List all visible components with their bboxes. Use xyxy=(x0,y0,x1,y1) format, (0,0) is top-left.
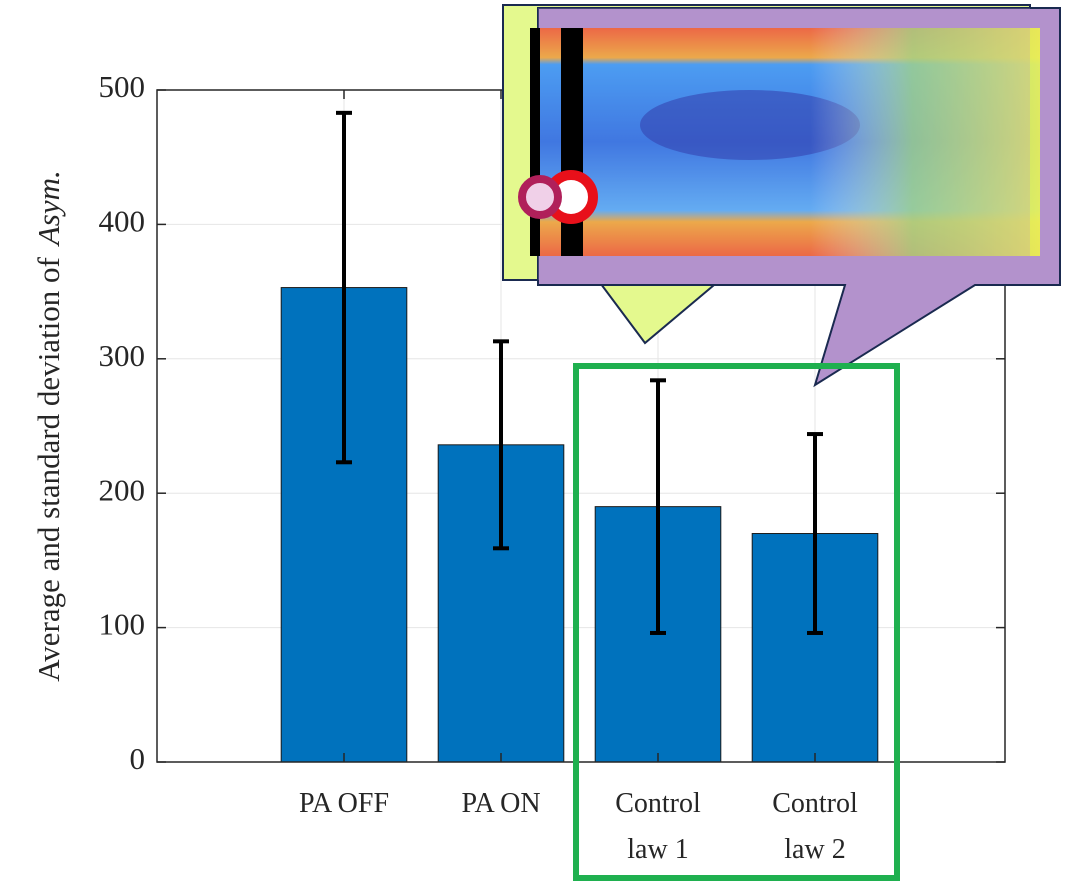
error-bar xyxy=(650,378,666,635)
x-tick-label-line: Control xyxy=(615,788,701,819)
inset xyxy=(502,4,1061,388)
x-tick-label: PA ON xyxy=(461,788,540,819)
y-tick-label: 100 xyxy=(99,607,146,642)
x-tick-label-line: law 1 xyxy=(627,834,688,865)
inset-tint xyxy=(538,8,1030,280)
y-tick-label: 300 xyxy=(99,338,146,373)
wall xyxy=(530,28,540,256)
x-tick-label-line: PA OFF xyxy=(299,788,389,819)
x-tick-label: Control law 2 xyxy=(772,788,858,865)
error-bar xyxy=(807,432,823,635)
y-tick-label: 500 xyxy=(99,69,146,104)
x-tick-label-line: Control xyxy=(772,788,858,819)
error-bar xyxy=(336,110,352,465)
x-tick-label-line: law 2 xyxy=(784,834,845,865)
flow-field-overlay xyxy=(530,28,1040,256)
y-tick-label: 400 xyxy=(99,204,146,239)
y-tick-label: 200 xyxy=(99,472,146,507)
y-axis-label-part: Asym. xyxy=(31,170,66,247)
x-tick-label: PA OFF xyxy=(299,788,389,819)
x-tick-label: Control law 1 xyxy=(615,788,701,865)
cylinder xyxy=(518,175,562,219)
y-tick-label: 0 xyxy=(130,741,146,776)
highlight-box xyxy=(573,363,900,881)
x-tick-label-line: PA ON xyxy=(461,788,540,819)
y-axis-label-part: Average and standard deviation of xyxy=(31,256,66,681)
error-bar xyxy=(493,339,509,551)
y-axis-label: Average and standard deviation of Asym. xyxy=(31,170,66,682)
